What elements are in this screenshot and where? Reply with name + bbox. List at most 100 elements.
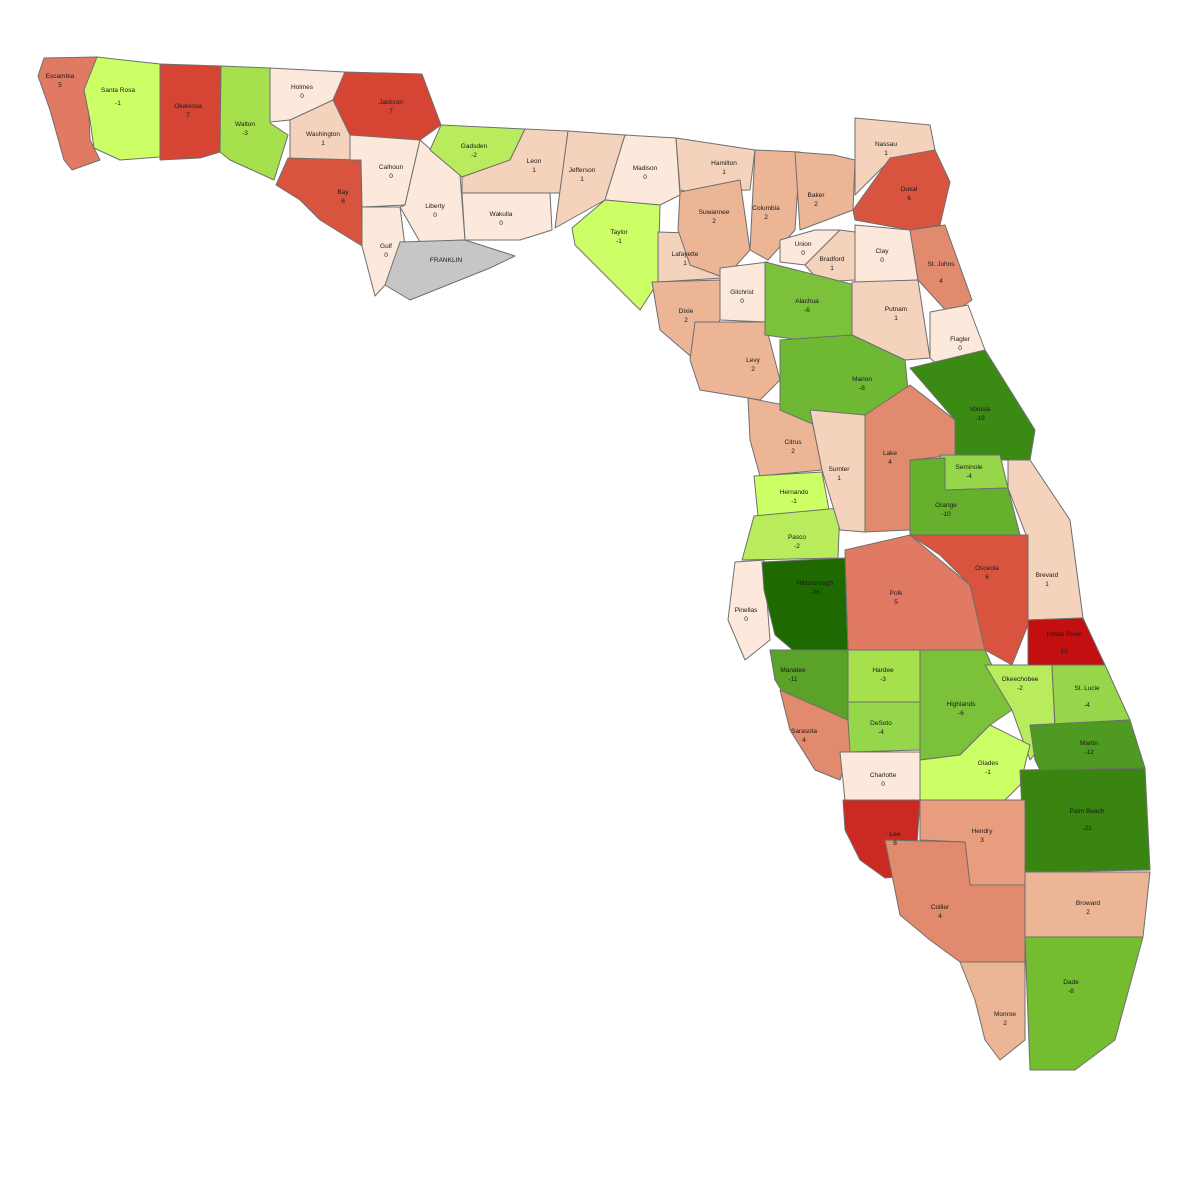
label-union: Union (795, 241, 812, 248)
label-orange: Orange (935, 502, 957, 509)
label-polk: Polk (890, 590, 903, 597)
county-santa-rosa[interactable] (83, 56, 161, 161)
label-volusia: Volusia (970, 406, 991, 413)
value-hamilton: 1 (722, 169, 726, 176)
label-holmes: Holmes (291, 84, 314, 91)
county-madison[interactable] (604, 134, 681, 206)
value-holmes: 0 (300, 93, 304, 100)
label-lafayette: Lafayette (672, 251, 699, 258)
county-labels: Escambia 5 Santa Rosa -1 Okaloosa 7 Walt… (46, 73, 1105, 1027)
county-franklin[interactable] (384, 239, 516, 301)
value-jackson: 7 (389, 108, 393, 115)
value-escambia: 5 (58, 82, 62, 89)
label-lee: Lee (890, 831, 901, 838)
county-jackson[interactable] (332, 71, 442, 141)
value-levy: 2 (751, 366, 755, 373)
value-okeechobee: -2 (1017, 685, 1023, 692)
county-palm-beach[interactable] (1019, 767, 1151, 873)
county-seminole[interactable] (939, 454, 1009, 491)
value-suwannee: 2 (712, 218, 716, 225)
label-madison: Madison (633, 165, 658, 172)
value-columbia: 2 (764, 214, 768, 221)
label-okeechobee: Okeechobee (1002, 676, 1039, 683)
value-marion: -8 (859, 385, 865, 392)
county-desoto[interactable] (847, 701, 921, 753)
label-glades: Glades (978, 760, 999, 767)
label-dade: Dade (1063, 979, 1079, 986)
label-palm-beach: Palm Beach (1069, 808, 1104, 815)
value-sumter: 1 (837, 475, 841, 482)
north-central-region (675, 117, 1084, 621)
value-st-johns: 4 (939, 278, 943, 285)
value-gilchrist: 0 (740, 298, 744, 305)
label-martin: Martin (1080, 740, 1098, 747)
label-taylor: Taylor (610, 229, 628, 236)
label-st-lucie: St. Lucie (1074, 685, 1100, 692)
value-highlands: -6 (958, 710, 964, 717)
value-dixie: 2 (684, 317, 688, 324)
value-leon: 1 (532, 167, 536, 174)
label-franklin: FRANKLIN (430, 257, 462, 264)
label-flagler: Flagler (950, 336, 971, 343)
value-flagler: 0 (958, 345, 962, 352)
label-charlotte: Charlotte (870, 772, 897, 779)
county-sumter[interactable] (809, 409, 866, 533)
county-duval[interactable] (852, 149, 951, 231)
label-baker: Baker (808, 192, 826, 199)
label-manatee: Manatee (780, 667, 806, 674)
value-pasco: -2 (794, 543, 800, 550)
value-hardee: -3 (880, 676, 886, 683)
label-hillsborough: Hillsborough (797, 580, 834, 587)
value-desoto: -4 (878, 729, 884, 736)
county-dade[interactable] (1024, 936, 1144, 1071)
label-wakulla: Wakulla (490, 211, 513, 218)
label-nassau: Nassau (875, 141, 897, 148)
county-pinellas[interactable] (727, 559, 771, 661)
county-monroe[interactable] (959, 961, 1026, 1061)
label-columbia: Columbia (752, 205, 780, 212)
label-putnam: Putnam (885, 306, 907, 313)
label-citrus: Citrus (785, 439, 803, 446)
label-gilchrist: Gilchrist (730, 289, 754, 296)
county-putnam[interactable] (851, 279, 931, 361)
label-hernando: Hernando (780, 489, 809, 496)
label-washington: Washington (306, 131, 340, 138)
value-charlotte: 0 (881, 781, 885, 788)
value-calhoun: 0 (389, 173, 393, 180)
value-osceola: 6 (985, 574, 989, 581)
county-lake[interactable] (864, 384, 956, 533)
label-gulf: Gulf (380, 243, 392, 250)
county-baker[interactable] (794, 151, 856, 231)
county-hillsborough[interactable] (761, 557, 849, 653)
label-broward: Broward (1076, 900, 1101, 907)
value-clay: 0 (880, 257, 884, 264)
label-lake: Lake (883, 450, 897, 457)
label-dixie: Dixie (679, 308, 694, 315)
label-clay: Clay (875, 248, 889, 255)
label-bradford: Bradford (820, 256, 845, 263)
label-gadsden: Gadsden (461, 143, 488, 150)
county-indian-river[interactable] (1027, 617, 1106, 666)
value-indian-river: 12 (1060, 648, 1068, 655)
county-clay[interactable] (854, 224, 919, 286)
value-madison: 0 (643, 174, 647, 181)
label-santa-rosa: Santa Rosa (101, 87, 135, 94)
value-lafayette: 1 (683, 260, 687, 267)
county-taylor[interactable] (571, 199, 661, 311)
county-sarasota[interactable] (779, 689, 851, 781)
label-leon: Leon (527, 158, 542, 165)
label-hamilton: Hamilton (711, 160, 737, 167)
value-orange: -10 (941, 511, 951, 518)
value-taylor: -1 (616, 238, 622, 245)
label-collier: Collier (931, 904, 950, 911)
county-okaloosa[interactable] (159, 63, 222, 161)
label-okaloosa: Okaloosa (174, 103, 202, 110)
county-bay[interactable] (275, 157, 363, 247)
value-baker: 2 (814, 201, 818, 208)
county-osceola[interactable] (909, 534, 1029, 666)
label-desoto: DeSoto (870, 720, 892, 727)
value-santa-rosa: -1 (115, 100, 121, 107)
value-manatee: -11 (789, 676, 798, 683)
county-st-lucie[interactable] (1051, 664, 1131, 726)
value-wakulla: 0 (499, 220, 503, 227)
